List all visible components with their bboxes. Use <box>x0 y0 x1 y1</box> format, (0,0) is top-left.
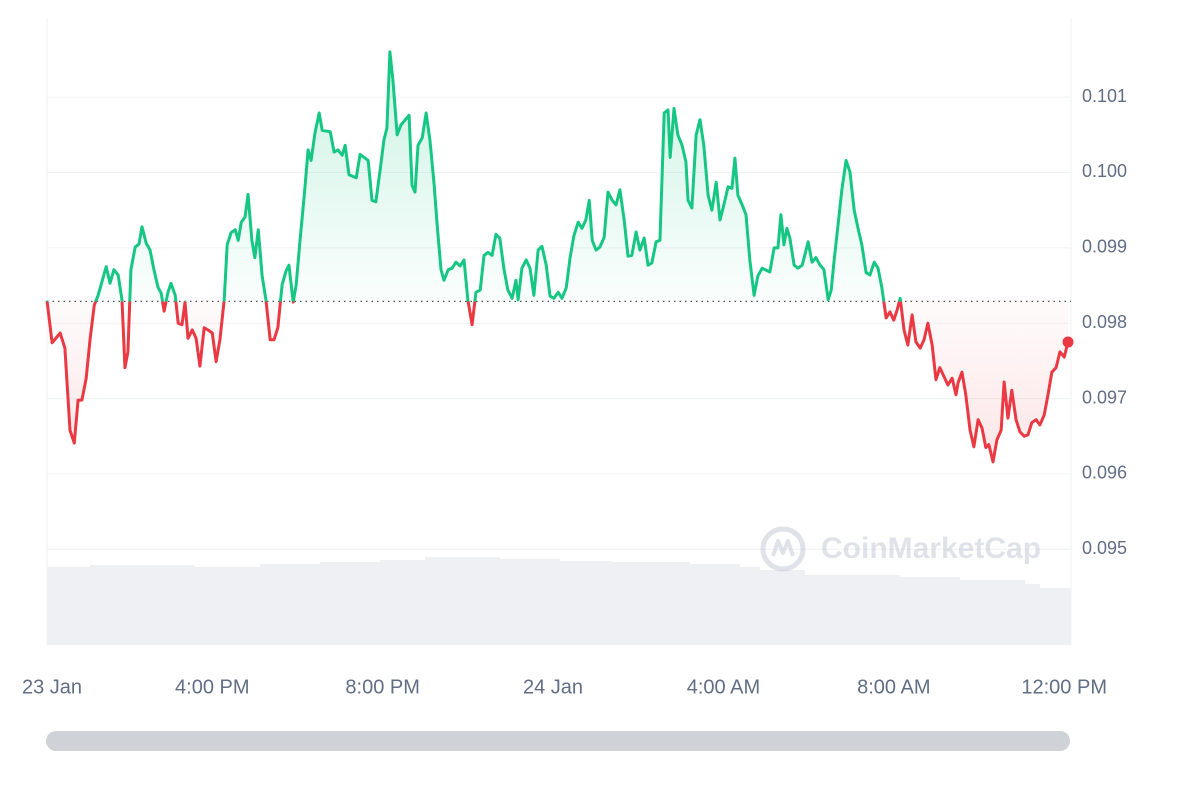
x-tick-label: 4:00 AM <box>687 676 760 698</box>
area-fill <box>47 51 1069 462</box>
x-tick-label: 12:00 PM <box>1021 676 1107 698</box>
volume-bars <box>47 557 1071 645</box>
y-tick-label: 0.096 <box>1082 463 1127 483</box>
x-tick-label: 8:00 PM <box>345 676 419 698</box>
scrollbar[interactable] <box>46 731 1070 751</box>
x-tick-label: 8:00 AM <box>857 676 930 698</box>
last-point <box>1062 336 1074 348</box>
plot <box>45 50 1074 464</box>
watermark-text: CoinMarketCap <box>821 532 1041 565</box>
y-tick-label: 0.099 <box>1082 237 1127 257</box>
y-tick-label: 0.097 <box>1082 387 1127 407</box>
x-tick-label: 4:00 PM <box>175 676 249 698</box>
y-tick-label: 0.101 <box>1082 86 1127 106</box>
x-tick-label: 24 Jan <box>523 676 583 698</box>
y-tick-label: 0.095 <box>1082 538 1127 558</box>
watermark: CoinMarketCap <box>760 526 1041 572</box>
y-tick-label: 0.100 <box>1082 161 1127 181</box>
x-tick-label: 23 Jan <box>22 676 82 698</box>
y-tick-label: 0.098 <box>1082 312 1127 332</box>
price-line <box>45 50 1070 464</box>
